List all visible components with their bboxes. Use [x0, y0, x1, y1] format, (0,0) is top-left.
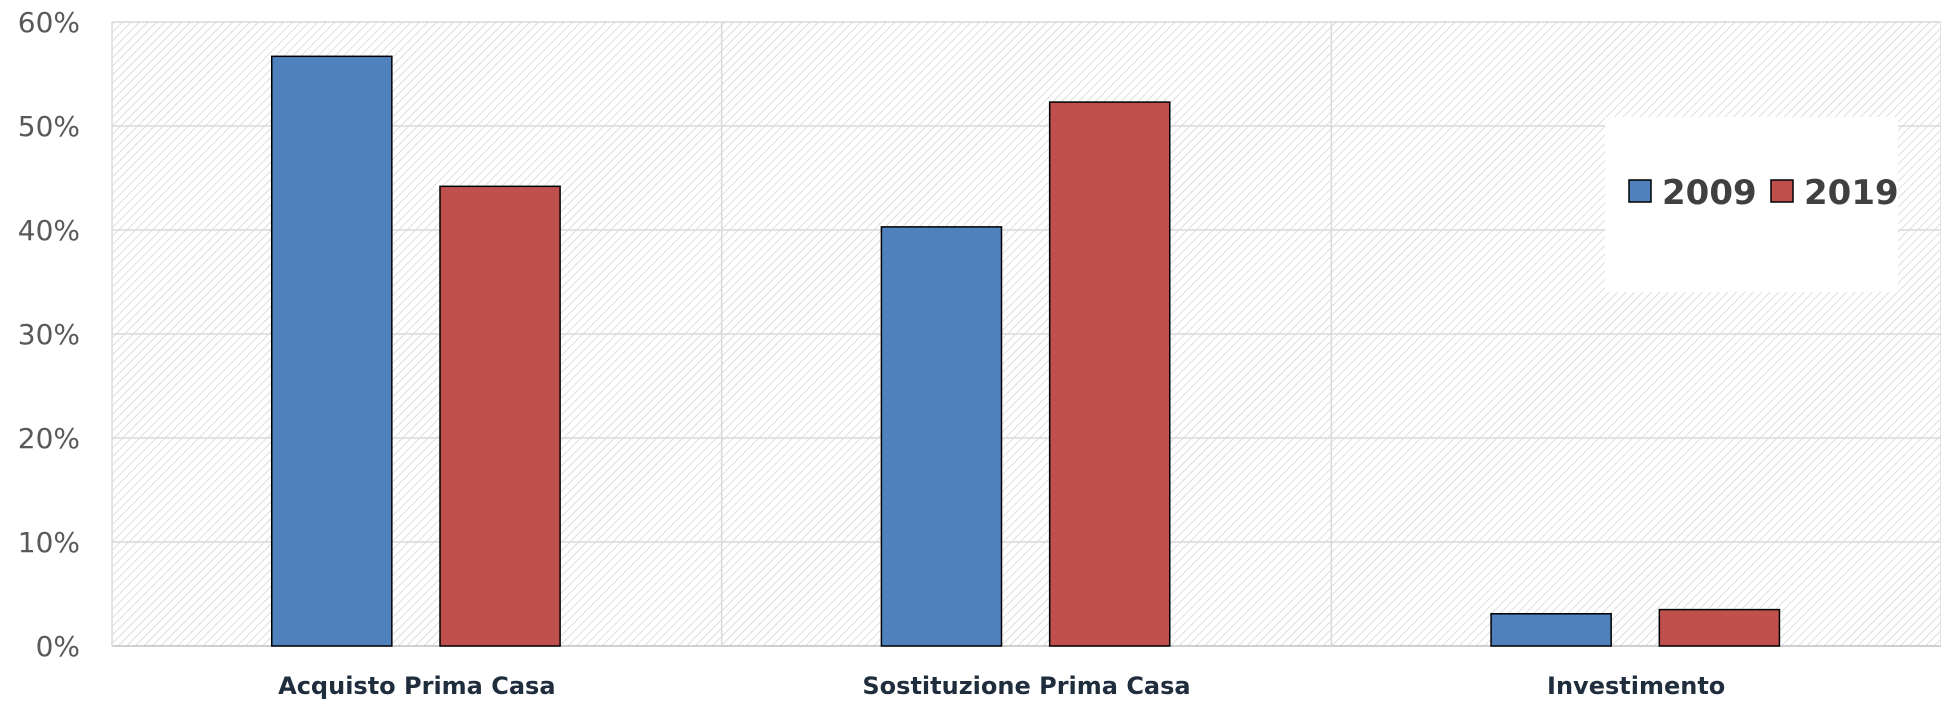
bar-2009-3 [1490, 613, 1612, 647]
x-category-label: Investimento [1547, 672, 1725, 700]
legend-swatch-2019 [1770, 179, 1794, 203]
gridlines [111, 21, 1941, 647]
bar-2019-2 [1048, 101, 1171, 647]
legend-label-2009: 2009 [1662, 173, 1757, 213]
x-category-label: Sostituzione Prima Casa [862, 672, 1190, 700]
bar-2019-3 [1658, 608, 1781, 647]
legend: 2009 2019 [1605, 117, 1899, 292]
x-category-label: Acquisto Prima Casa [278, 672, 555, 700]
y-tick-label: 10% [18, 526, 80, 559]
y-tick-label: 20% [18, 422, 80, 455]
y-axis-tick-labels: 0% 10% 20% 30% 40% 50% 60% [18, 6, 80, 663]
y-tick-label: 60% [18, 6, 80, 39]
legend-label-2019: 2019 [1804, 173, 1899, 213]
legend-swatch-2009 [1628, 179, 1652, 203]
legend-background [1605, 117, 1898, 292]
bar-2009-2 [880, 226, 1003, 647]
bars [270, 55, 1781, 647]
y-tick-label: 0% [36, 630, 80, 663]
bar-2019-1 [439, 185, 561, 647]
y-tick-label: 40% [18, 214, 80, 247]
x-axis-category-labels: Acquisto Prima Casa Sostituzione Prima Ca… [278, 672, 1725, 700]
y-tick-label: 30% [18, 318, 80, 351]
bar-2009-1 [270, 55, 393, 647]
y-tick-label: 50% [18, 110, 80, 143]
